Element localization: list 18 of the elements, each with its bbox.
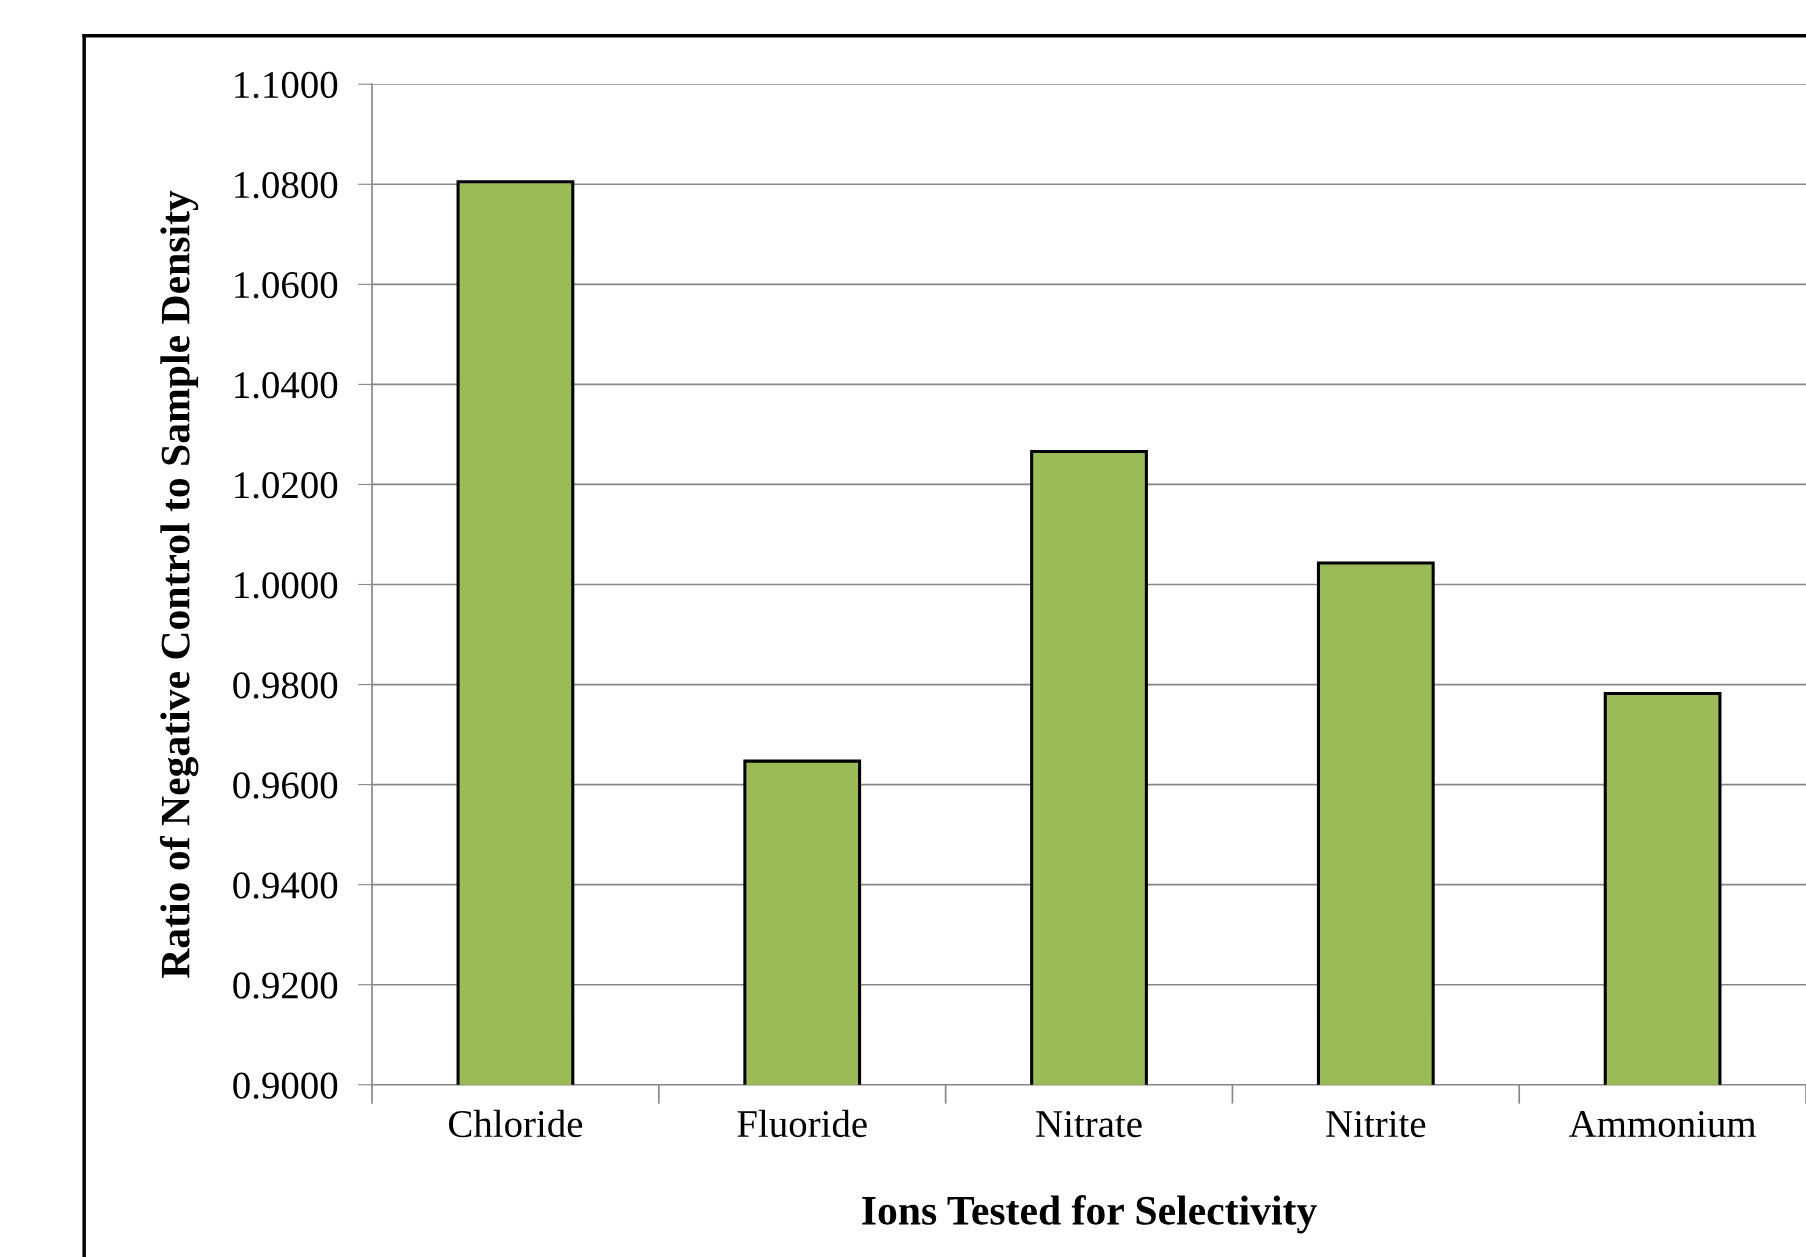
y-tick-label: 1.0400 (235, 372, 338, 399)
y-tick-label: 1.0800 (235, 171, 338, 199)
y-tick-label: 0.9600 (233, 772, 338, 799)
x-tick-label: Chloride (448, 1109, 583, 1138)
x-tick-label: Ammonium (1569, 1111, 1756, 1138)
x-tick-label: Nitrite (1326, 1111, 1426, 1138)
x-tick-label: Nitrate (1036, 1111, 1142, 1138)
y-tick-label: 1.0600 (235, 271, 338, 299)
y-tick-label: 1.0000 (235, 572, 338, 599)
x-tick-label: Fluoride (737, 1109, 867, 1138)
y-tick-label: 1.0200 (235, 472, 338, 499)
x-axis-title: Ions Tested for Selectivity (862, 1195, 1317, 1234)
y-axis-title: Ratio of Negative Control to Sample Density (159, 190, 199, 979)
y-tick-label: 0.9400 (233, 872, 338, 899)
y-tick-label: 0.9000 (233, 1072, 338, 1099)
y-tick-label: 0.9200 (233, 972, 338, 999)
y-tick-label: 1.1000 (235, 71, 338, 99)
y-tick-label: 0.9800 (233, 672, 338, 699)
